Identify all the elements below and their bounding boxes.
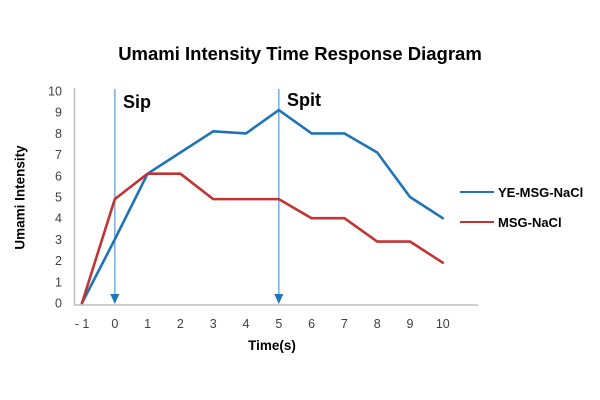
x-tick-label: 3	[210, 317, 217, 331]
y-tick-label: 6	[55, 169, 62, 183]
legend-label: YE-MSG-NaCl	[498, 184, 584, 200]
annotation-arrow-head-spit	[274, 294, 284, 304]
annotation-sip-label: Sip	[123, 92, 152, 112]
x-tick-label: 5	[275, 317, 282, 331]
x-tick-label: 9	[407, 317, 414, 331]
chart-title: Umami Intensity Time Response Diagram	[118, 43, 482, 64]
legend: YE-MSG-NaCl MSG-NaCl	[460, 184, 583, 230]
y-tick-label: 4	[55, 212, 62, 226]
x-tick-label: 0	[111, 317, 118, 331]
legend-line-swatch-blue	[460, 190, 494, 194]
y-axis-title: Umami Intensity	[12, 145, 28, 250]
x-tick-label: 7	[341, 317, 348, 331]
x-tick-label: - 1	[75, 317, 90, 331]
annotation-arrow-head-sip	[110, 294, 120, 304]
y-tick-label: 3	[55, 233, 62, 247]
y-tick-label: 0	[55, 297, 62, 311]
y-tick-label: 9	[55, 106, 62, 120]
y-tick-label: 7	[55, 148, 62, 162]
y-tick-label: 2	[55, 254, 62, 268]
x-tick-label: 4	[243, 317, 250, 331]
annotation-spit-label: Spit	[287, 90, 321, 110]
x-tick-label: 2	[177, 317, 184, 331]
x-tick-label: 1	[144, 317, 151, 331]
legend-label: MSG-NaCl	[498, 214, 562, 230]
legend-item-ye-msg-nacl: YE-MSG-NaCl	[460, 184, 583, 200]
series-line-msg-nacl	[80, 172, 445, 305]
series-line-ye-msg-nacl	[80, 108, 445, 305]
y-tick-label: 1	[55, 275, 62, 289]
y-tick-label: 8	[55, 127, 62, 141]
x-tick-label: 10	[436, 317, 450, 331]
x-tick-label: 8	[374, 317, 381, 331]
x-tick-label: 6	[308, 317, 315, 331]
legend-item-msg-nacl: MSG-NaCl	[460, 214, 583, 230]
y-tick-label: 5	[55, 191, 62, 205]
y-tick-label: 10	[48, 85, 62, 99]
legend-line-swatch-red	[460, 220, 494, 224]
x-axis-title: Time(s)	[248, 338, 296, 353]
